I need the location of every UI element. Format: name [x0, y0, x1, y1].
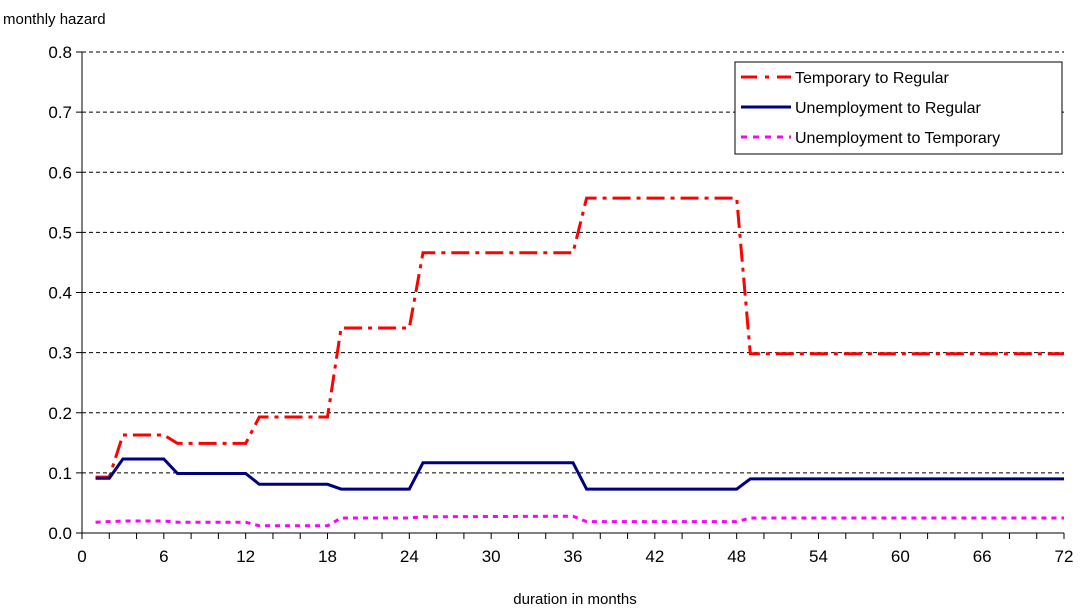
legend-label-2: Unemployment to Regular [795, 100, 982, 117]
y-tick-label: 0.0 [48, 524, 72, 543]
series-line-3 [95, 514, 1064, 528]
legend-label-3: Unemployment to Temporary [795, 130, 1000, 147]
x-tick-label: 6 [159, 547, 168, 566]
y-tick-label: 0.6 [48, 163, 72, 182]
x-tick-label: 18 [318, 547, 337, 566]
x-tick-label: 54 [809, 547, 828, 566]
x-tick-label: 12 [236, 547, 255, 566]
legend: Temporary to Regular Unemployment to Regu… [734, 61, 1063, 155]
x-tick-label: 0 [77, 547, 86, 566]
legend-label-1: Temporary to Regular [795, 70, 950, 87]
x-tick-label: 60 [891, 547, 910, 566]
y-tick-label: 0.7 [48, 103, 72, 122]
y-tick-label: 0.5 [48, 223, 72, 242]
x-tick-label: 24 [400, 547, 419, 566]
y-tick-label: 0.1 [48, 464, 72, 483]
x-axis-title: duration in months [513, 591, 636, 608]
y-tick-label: 0.2 [48, 404, 72, 423]
x-tick-label: 36 [564, 547, 583, 566]
y-axis-title: monthly hazard [3, 11, 106, 28]
axes: 0.0 0.1 0.2 0.3 0.4 0.5 0.6 0.7 0.8 0 6 12 18 24 30 36 4… [48, 43, 1073, 566]
series-line-1 [95, 196, 1064, 479]
y-tick-label: 0.4 [48, 284, 72, 303]
y-tick-label: 0.3 [48, 344, 72, 363]
x-tick-label: 66 [973, 547, 992, 566]
x-tick-label: 30 [482, 547, 501, 566]
x-tick-label: 72 [1055, 547, 1074, 566]
y-tick-label: 0.8 [48, 43, 72, 62]
series-layer [95, 196, 1064, 528]
series-line-2 [95, 457, 1064, 491]
gridlines [82, 51, 1064, 474]
x-tick-label: 42 [645, 547, 664, 566]
x-tick-label: 48 [727, 547, 746, 566]
